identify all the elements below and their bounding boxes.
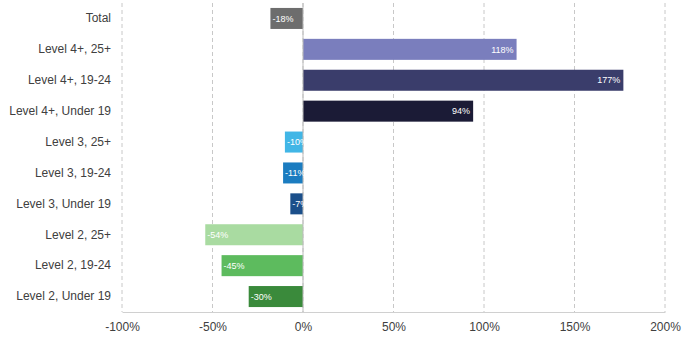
- x-tick: -50%: [199, 312, 227, 334]
- data-label: -7%: [292, 199, 308, 209]
- y-tick: Level 4+, 25+: [38, 42, 122, 56]
- x-tick: 0%: [295, 312, 313, 334]
- bar: [249, 286, 303, 307]
- x-tick: -100%: [105, 312, 140, 334]
- y-tick: Level 2, 19-24: [35, 258, 122, 272]
- x-axis: -100% -50% 0% 50% 100% 150% 200%: [105, 312, 681, 334]
- grid-line: [122, 3, 123, 312]
- data-label: -10%: [287, 137, 308, 147]
- y-tick: Level 2, 25+: [45, 228, 122, 242]
- data-label: -11%: [285, 168, 305, 178]
- x-tick-label: -100%: [105, 320, 140, 334]
- grid-line: [212, 3, 213, 312]
- data-label: -54%: [207, 230, 228, 240]
- x-tick-label: 150%: [560, 320, 591, 334]
- grid-line: [303, 3, 304, 312]
- y-tick-label: Total: [86, 11, 111, 25]
- bar: [303, 39, 517, 60]
- chart: -18%118%177%94%-10%-11%-7%-54%-45%-30%-1…: [0, 0, 684, 351]
- y-tick: Level 4+, 19-24: [28, 73, 122, 87]
- plot: -18%118%177%94%-10%-11%-7%-54%-45%-30%-1…: [9, 3, 681, 334]
- x-tick-label: 100%: [469, 320, 500, 334]
- y-tick-label: Level 2, 25+: [45, 228, 111, 242]
- data-label: -18%: [272, 14, 293, 24]
- y-tick: Level 2, Under 19: [16, 289, 122, 303]
- grid: [122, 3, 665, 312]
- zero-line: [303, 3, 304, 312]
- data-labels: -18% 118% 177% 94% -10% -11% -7% -54% -45% -30%: [207, 14, 620, 302]
- y-tick: Level 4+, Under 19: [9, 104, 122, 118]
- y-tick-label: Level 2, 19-24: [35, 258, 111, 272]
- data-label: -45%: [224, 261, 245, 271]
- x-tick-label: -50%: [199, 320, 227, 334]
- data-label: -30%: [251, 292, 272, 302]
- grid-line: [665, 3, 666, 312]
- x-tick: 50%: [382, 312, 406, 334]
- y-axis: Total Level 4+, 25+ Level 4+, 19-24 Level 4…: [9, 11, 122, 303]
- y-tick-label: Level 4+, 25+: [38, 42, 111, 56]
- y-tick: Level 3, 19-24: [35, 166, 122, 180]
- grid-line: [574, 3, 575, 312]
- y-tick-label: Level 2, Under 19: [16, 289, 111, 303]
- bar: [303, 70, 623, 91]
- x-tick: 150%: [560, 312, 591, 334]
- y-tick-label: Level 3, 25+: [45, 135, 111, 149]
- y-tick: Level 3, Under 19: [16, 197, 122, 211]
- bars: [205, 8, 623, 307]
- x-axis-line: [123, 312, 666, 313]
- y-tick-label: Level 4+, 19-24: [28, 73, 111, 87]
- data-label: 94%: [452, 106, 470, 116]
- y-tick-label: Level 4+, Under 19: [9, 104, 111, 118]
- bar: [270, 8, 303, 29]
- bar: [222, 255, 303, 276]
- data-label: 118%: [491, 45, 513, 55]
- y-tick-label: Level 3, 19-24: [35, 166, 111, 180]
- bar: [303, 101, 473, 122]
- x-tick: 100%: [469, 312, 500, 334]
- x-tick-label: 0%: [295, 320, 313, 334]
- y-tick: Level 3, 25+: [45, 135, 122, 149]
- y-tick: Total: [86, 11, 122, 25]
- y-tick-label: Level 3, Under 19: [16, 197, 111, 211]
- x-tick-label: 200%: [650, 320, 681, 334]
- x-tick-label: 50%: [382, 320, 406, 334]
- bar: [205, 224, 303, 245]
- x-tick: 200%: [650, 312, 681, 334]
- data-label: 177%: [597, 75, 620, 85]
